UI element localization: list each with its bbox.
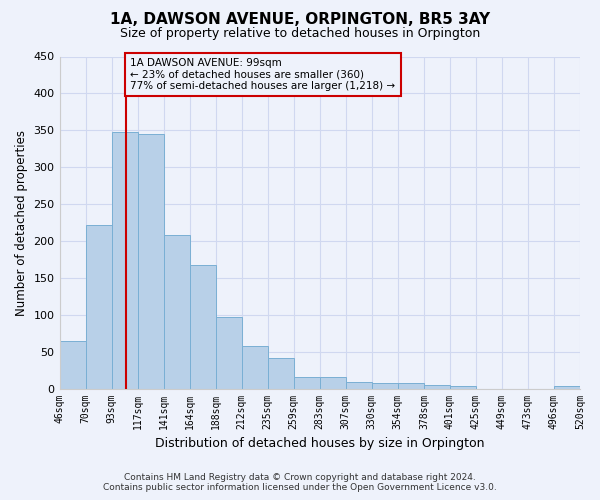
- Bar: [164, 235, 190, 388]
- Y-axis label: Number of detached properties: Number of detached properties: [15, 130, 28, 316]
- Bar: [320, 378, 346, 388]
- Bar: [294, 376, 320, 388]
- Bar: [190, 266, 215, 388]
- X-axis label: Distribution of detached houses by size in Orpington: Distribution of detached houses by size …: [155, 437, 485, 450]
- Bar: [398, 384, 424, 388]
- Bar: [242, 346, 268, 389]
- Bar: [554, 386, 580, 388]
- Text: Contains HM Land Registry data © Crown copyright and database right 2024.
Contai: Contains HM Land Registry data © Crown c…: [103, 473, 497, 492]
- Bar: [59, 340, 86, 388]
- Bar: [86, 224, 112, 388]
- Bar: [372, 384, 398, 388]
- Bar: [215, 317, 242, 388]
- Bar: [268, 358, 294, 388]
- Bar: [137, 134, 164, 388]
- Bar: [424, 385, 450, 388]
- Bar: [112, 132, 137, 388]
- Bar: [346, 382, 372, 388]
- Bar: [450, 386, 476, 388]
- Text: 1A, DAWSON AVENUE, ORPINGTON, BR5 3AY: 1A, DAWSON AVENUE, ORPINGTON, BR5 3AY: [110, 12, 490, 28]
- Text: Size of property relative to detached houses in Orpington: Size of property relative to detached ho…: [120, 28, 480, 40]
- Text: 1A DAWSON AVENUE: 99sqm
← 23% of detached houses are smaller (360)
77% of semi-d: 1A DAWSON AVENUE: 99sqm ← 23% of detache…: [130, 58, 395, 91]
